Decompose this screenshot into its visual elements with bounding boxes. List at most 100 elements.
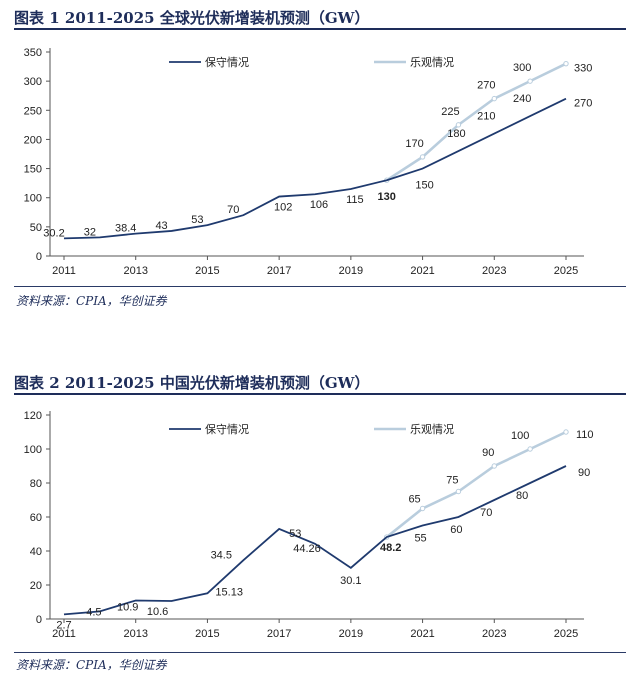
data-label-conservative: 70 — [227, 204, 239, 216]
series-line-conservative — [63, 465, 567, 616]
optimistic-point — [491, 463, 497, 469]
data-label-conservative: 30.2 — [43, 227, 64, 239]
legend-label-conservative: 保守情况 — [205, 422, 249, 436]
data-label-conservative: 32 — [84, 226, 96, 238]
data-label-optimistic: 330 — [574, 63, 592, 75]
chart-1: 0 50 100 150 200 250 300 350 2011 2013 2015 2017 201… — [24, 47, 593, 277]
data-label-conservative: 80 — [516, 490, 528, 502]
x-tick-label: 2021 — [410, 265, 434, 277]
legend-label-conservative: 保守情况 — [205, 55, 249, 69]
figure-2-bottom-rule — [14, 652, 626, 653]
data-label-optimistic: 75 — [446, 475, 458, 487]
x-tick-label: 2025 — [554, 265, 578, 277]
optimistic-point — [455, 122, 462, 128]
data-label-optimistic: 300 — [513, 62, 531, 74]
x-tick-label: 2015 — [195, 628, 219, 640]
legend-label-optimistic: 乐观情况 — [410, 56, 454, 69]
data-label-conservative: 43 — [155, 220, 167, 232]
data-label-conservative: 115 — [346, 194, 364, 206]
data-label-conservative: 2.7 — [56, 619, 71, 631]
data-label-optimistic: 100 — [511, 430, 529, 442]
y-tick-label: 0 — [36, 614, 42, 626]
data-label-conservative: 210 — [477, 111, 495, 123]
x-tick-label: 2011 — [52, 265, 76, 277]
x-tick-label: 2021 — [410, 628, 434, 640]
y-tick-label: 350 — [24, 47, 42, 59]
figure-2-top-rule — [14, 393, 626, 395]
data-label-conservative: 102 — [274, 202, 292, 214]
data-label-conservative: 130 — [378, 191, 396, 203]
y-tick-label: 200 — [24, 134, 42, 146]
data-label-conservative: 70 — [480, 507, 492, 519]
data-label-conservative: 44.26 — [293, 543, 321, 555]
y-tick-label: 50 — [30, 222, 42, 234]
data-label-conservative: 15.13 — [215, 586, 243, 598]
optimistic-point — [419, 505, 426, 512]
y-tick-label: 60 — [30, 512, 42, 524]
y-tick-label: 20 — [30, 580, 42, 592]
data-label-conservative: 106 — [310, 199, 328, 211]
data-label-optimistic: 270 — [477, 80, 495, 92]
data-label-optimistic: 225 — [441, 106, 459, 118]
figure-2: 图表 2 2011-2025 中国光伏新增装机预测（GW） 0 20 40 60 80 1… — [0, 360, 640, 685]
legend-label-optimistic: 乐观情况 — [410, 423, 454, 436]
data-label-conservative: 10.6 — [147, 606, 168, 618]
y-tick-label: 300 — [24, 76, 42, 88]
optimistic-point — [455, 488, 462, 495]
optimistic-point — [527, 78, 533, 84]
data-label-optimistic: 170 — [405, 138, 423, 150]
data-label-conservative: 180 — [447, 128, 465, 140]
data-label-conservative: 150 — [415, 180, 433, 192]
figure-1-title: 图表 1 2011-2025 全球光伏新增装机预测（GW） — [14, 9, 370, 27]
data-label-conservative: 90 — [578, 467, 590, 479]
data-label-conservative: 34.5 — [211, 549, 232, 561]
x-tick-label: 2019 — [339, 628, 363, 640]
figure-1-top-rule — [14, 28, 626, 30]
data-label-optimistic: 90 — [482, 447, 494, 459]
chart-2: 0 20 40 60 80 100 120 2011 2013 2015 2017 2019 2021 2… — [24, 410, 594, 640]
y-tick-label: 40 — [30, 546, 42, 558]
optimistic-point — [563, 429, 569, 435]
data-label-optimistic: 65 — [408, 494, 420, 506]
optimistic-point — [491, 95, 497, 102]
optimistic-point — [563, 60, 569, 67]
figure-1-source: 资料来源：CPIA，华创证券 — [16, 294, 167, 308]
x-tick-label: 2019 — [339, 265, 363, 277]
series-line-optimistic — [386, 62, 567, 182]
series-line-optimistic — [385, 430, 567, 539]
data-label-conservative: 4.5 — [86, 606, 101, 618]
data-label-conservative: 53 — [289, 528, 301, 540]
x-tick-label: 2023 — [482, 265, 506, 277]
figure-1: 图表 1 2011-2025 全球光伏新增装机预测（GW） 0 50 100 150 2… — [0, 0, 640, 320]
x-tick-label: 2013 — [123, 265, 147, 277]
y-tick-label: 100 — [24, 193, 42, 205]
figure-2-title: 图表 2 2011-2025 中国光伏新增装机预测（GW） — [14, 374, 370, 392]
data-label-optimistic: 110 — [576, 429, 594, 441]
x-tick-label: 2023 — [482, 628, 506, 640]
y-tick-label: 150 — [24, 164, 42, 176]
data-label-conservative: 53 — [191, 214, 203, 226]
y-tick-label: 250 — [24, 105, 42, 117]
data-label-conservative: 60 — [450, 524, 462, 536]
x-tick-label: 2025 — [554, 628, 578, 640]
x-tick-label: 2011 — [52, 628, 76, 640]
y-tick-label: 100 — [24, 444, 42, 456]
figure-1-bottom-rule — [14, 286, 626, 287]
data-label-conservative: 48.2 — [380, 542, 401, 554]
data-label-conservative: 30.1 — [340, 575, 361, 587]
y-tick-label: 120 — [24, 410, 42, 422]
data-label-conservative: 240 — [513, 93, 531, 105]
y-tick-label: 0 — [36, 251, 42, 263]
data-label-conservative: 10.9 — [117, 601, 138, 613]
figure-2-source: 资料来源：CPIA，华创证券 — [16, 658, 167, 672]
data-label-conservative: 38.4 — [115, 223, 136, 235]
x-tick-label: 2015 — [195, 265, 219, 277]
x-tick-label: 2017 — [267, 265, 291, 277]
optimistic-point — [527, 446, 533, 452]
data-label-conservative: 270 — [574, 98, 592, 110]
optimistic-point — [419, 154, 426, 160]
series-line-conservative — [63, 97, 567, 240]
x-tick-label: 2017 — [267, 628, 291, 640]
x-tick-label: 2013 — [123, 628, 147, 640]
y-tick-label: 80 — [30, 478, 42, 490]
